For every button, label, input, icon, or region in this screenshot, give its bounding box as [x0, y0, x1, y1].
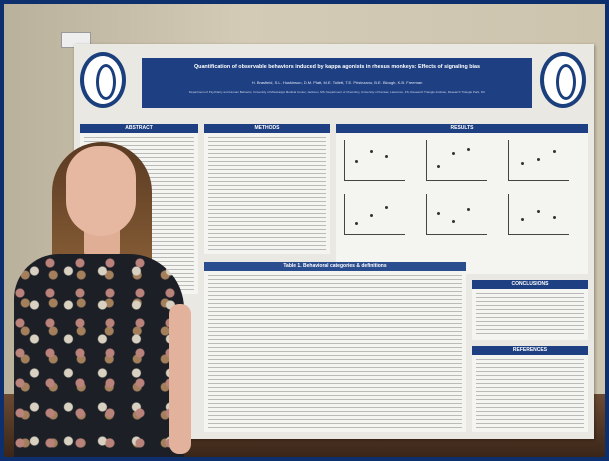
university-seal-left — [80, 52, 126, 108]
conclusions-text — [476, 293, 584, 336]
results-plot-5 — [426, 194, 487, 235]
presenter — [4, 134, 204, 457]
methods-text — [208, 137, 326, 250]
presenter-face — [66, 146, 136, 236]
results-plot-6 — [508, 194, 569, 235]
poster-affiliations: Department of Psychiatry and Human Behav… — [188, 90, 486, 94]
table-1-header: Table 1. Behavioral categories & definit… — [204, 262, 466, 271]
floral-dress — [14, 254, 184, 457]
table-1-section: Table 1. Behavioral categories & definit… — [204, 262, 466, 432]
university-seal-right — [540, 52, 586, 108]
conclusions-header: CONCLUSIONS — [472, 280, 588, 289]
results-plot-1 — [344, 140, 405, 181]
references-header: REFERENCES — [472, 346, 588, 355]
abstract-header: ABSTRACT — [80, 124, 198, 133]
results-plot-4 — [344, 194, 405, 235]
presenter-arm — [169, 304, 191, 454]
methods-header: METHODS — [204, 124, 330, 133]
results-plot-2 — [426, 140, 487, 181]
references-text — [476, 359, 584, 428]
poster-title-bar: Quantification of observable behaviors i… — [142, 58, 532, 108]
methods-section: METHODS — [204, 124, 330, 254]
conclusions-section: CONCLUSIONS — [472, 280, 588, 340]
results-header: RESULTS — [336, 124, 588, 133]
results-section: RESULTS — [336, 124, 588, 274]
poster-authors: H. Brasfield, S.L. Huskinson, D.M. Platt… — [251, 80, 423, 85]
table-1-body — [208, 275, 462, 428]
photo-frame: Quantification of observable behaviors i… — [4, 4, 605, 457]
references-section: REFERENCES — [472, 346, 588, 432]
results-plot-3 — [508, 140, 569, 181]
poster-title: Quantification of observable behaviors i… — [193, 64, 481, 70]
